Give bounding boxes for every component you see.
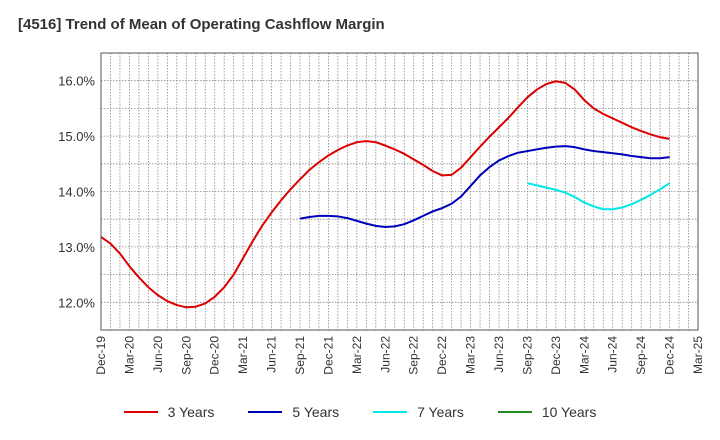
y-tick-label: 12.0% — [58, 295, 95, 310]
x-tick-label: Mar-25 — [691, 336, 705, 374]
x-tick-label: Jun-20 — [151, 336, 165, 373]
legend-item: 7 Years — [373, 404, 464, 420]
series-lines — [100, 80, 671, 309]
x-axis-tick-labels: Dec-19 Mar-20 Jun-20 Sep-20 Dec-20 Mar-21 Jun-… — [94, 336, 705, 375]
x-tick-label: Mar-22 — [350, 336, 364, 374]
legend-item: 5 Years — [248, 404, 339, 420]
x-tick-label: Dec-23 — [549, 336, 563, 375]
x-tick-label: Dec-20 — [208, 336, 222, 375]
series-line-7-years — [527, 182, 671, 211]
legend-label: 3 Years — [167, 404, 215, 420]
x-tick-label: Sep-22 — [407, 336, 421, 375]
legend-swatch — [497, 411, 532, 413]
plot-area-border — [100, 52, 699, 331]
y-axis-tick-labels: 12.0% 13.0% 14.0% 15.0% 16.0% — [58, 74, 95, 311]
x-tick-label: Dec-21 — [321, 336, 335, 375]
legend-label: 10 Years — [541, 404, 597, 420]
series-line-3-years — [100, 80, 670, 309]
x-tick-label: Mar-21 — [236, 336, 250, 374]
legend-item: 10 Years — [497, 404, 597, 420]
legend-swatch — [373, 411, 408, 413]
x-tick-label: Sep-21 — [293, 336, 307, 375]
x-tick-label: Jun-24 — [606, 336, 620, 373]
y-tick-label: 15.0% — [58, 129, 95, 144]
legend-item: 3 Years — [123, 404, 215, 420]
x-tick-label: Dec-19 — [94, 336, 108, 375]
x-tick-label: Mar-20 — [122, 336, 136, 374]
x-tick-label: Jun-21 — [265, 336, 279, 373]
x-tick-label: Sep-24 — [634, 336, 648, 375]
legend-swatch — [248, 411, 283, 413]
chart-title: [4516] Trend of Mean of Operating Cashfl… — [18, 16, 385, 33]
chart-legend: 3 Years 5 Years 7 Years 10 Years — [0, 404, 720, 420]
x-tick-label: Sep-23 — [520, 336, 534, 375]
legend-label: 5 Years — [292, 404, 340, 420]
x-tick-label: Sep-20 — [179, 336, 193, 375]
series-line-5-years — [299, 145, 670, 228]
grid-lines — [100, 52, 699, 331]
x-tick-label: Mar-24 — [577, 336, 591, 374]
x-tick-label: Mar-23 — [464, 336, 478, 374]
y-tick-label: 16.0% — [58, 74, 95, 89]
x-tick-label: Jun-23 — [492, 336, 506, 373]
x-tick-label: Dec-24 — [663, 336, 677, 375]
y-tick-label: 14.0% — [58, 185, 95, 200]
legend-swatch — [123, 411, 158, 413]
x-tick-label: Jun-22 — [378, 336, 392, 373]
x-tick-label: Dec-22 — [435, 336, 449, 375]
y-tick-label: 13.0% — [58, 240, 95, 255]
legend-label: 7 Years — [417, 404, 464, 420]
